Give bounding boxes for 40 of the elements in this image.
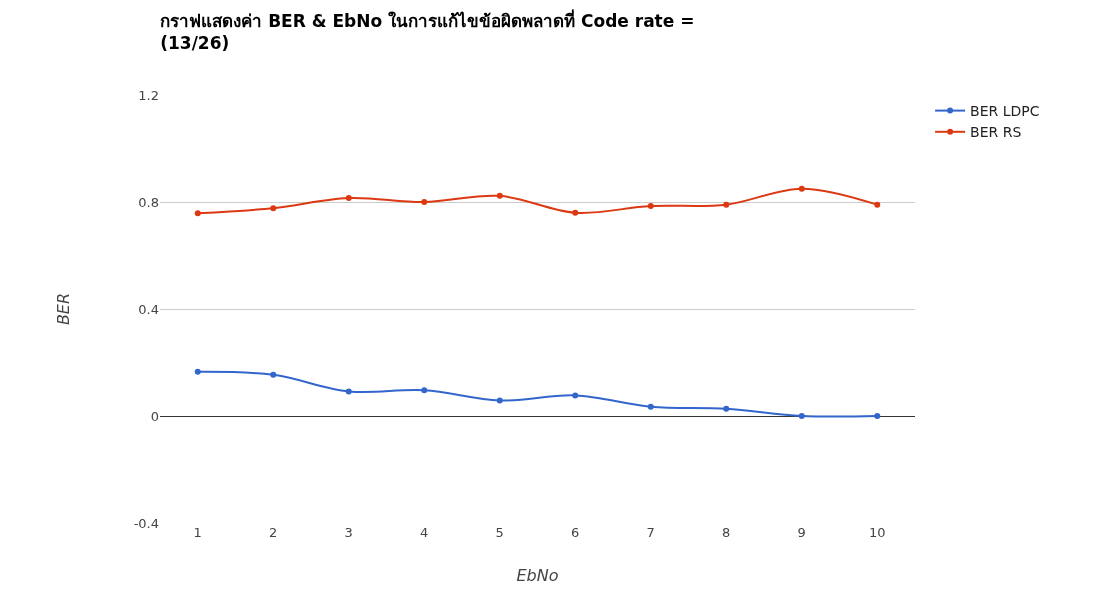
point	[572, 209, 579, 216]
x-tick-label: 10	[868, 525, 886, 540]
point	[798, 185, 805, 192]
x-tick-label: 6	[571, 525, 580, 540]
point	[270, 371, 277, 378]
y-axis-title: BER	[53, 292, 73, 326]
y-tick-label: -0.4	[133, 515, 159, 531]
point	[194, 210, 201, 217]
point	[270, 205, 277, 212]
x-axis-title: EbNo	[516, 565, 559, 585]
point	[874, 201, 881, 208]
point	[421, 199, 428, 205]
y-tick-label: 0.8	[138, 194, 159, 210]
x-tick-label: 5	[495, 525, 504, 540]
x-tick-label: 4	[420, 525, 429, 540]
point	[723, 405, 730, 412]
point	[496, 397, 503, 404]
x-tick-label: 7	[646, 525, 655, 540]
point	[194, 368, 201, 375]
y-tick-label: 0	[150, 408, 159, 424]
point	[421, 387, 428, 394]
point	[647, 403, 654, 410]
y-tick-label: 0.4	[138, 301, 159, 317]
point	[345, 388, 352, 395]
point	[798, 413, 805, 419]
point	[496, 192, 503, 199]
point	[572, 392, 579, 399]
x-tick-label: 9	[797, 525, 806, 540]
x-tick-label: 2	[269, 525, 278, 540]
legend-label: BER LDPC	[970, 103, 1040, 120]
x-tick-label: 8	[722, 525, 731, 540]
x-tick-label: 3	[344, 525, 353, 540]
y-tick-label: 1.2	[138, 87, 159, 103]
chart-title: กราฟแสดงค่า BER & EbNo ในการแก้ไขข้อผิดพลาดที่ Code rate = (13/26)	[160, 9, 695, 54]
point	[874, 413, 881, 419]
point	[723, 201, 730, 208]
x-tick-label: 1	[193, 525, 202, 540]
point	[647, 203, 654, 210]
point	[345, 194, 352, 201]
legend-label: BER RS	[970, 124, 1022, 141]
